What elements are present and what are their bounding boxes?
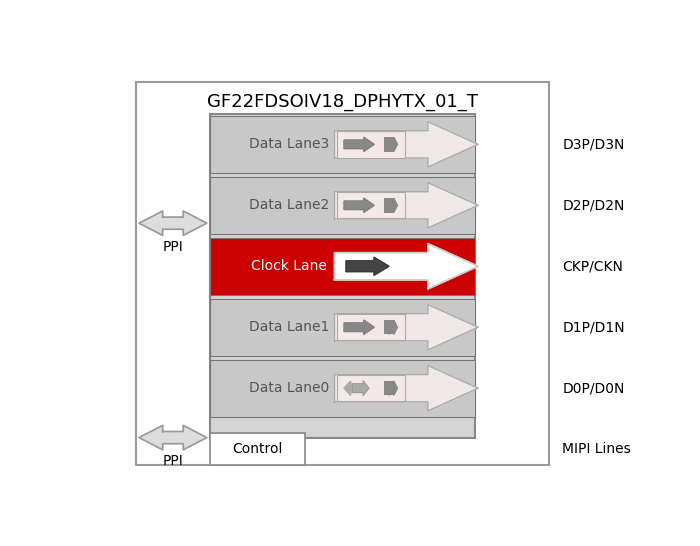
Polygon shape	[394, 198, 398, 212]
Polygon shape	[344, 137, 374, 152]
Bar	[209, 116, 475, 173]
Bar	[389, 198, 394, 212]
Text: D2P/D2N: D2P/D2N	[562, 198, 624, 212]
Text: Clock Lane: Clock Lane	[251, 259, 327, 273]
Text: Data Lane3: Data Lane3	[249, 138, 330, 151]
Bar	[337, 131, 405, 157]
Bar	[209, 360, 475, 417]
Polygon shape	[389, 137, 393, 152]
Bar	[209, 238, 475, 295]
Polygon shape	[335, 244, 478, 289]
Bar	[136, 82, 549, 465]
Bar	[389, 137, 394, 152]
Polygon shape	[344, 381, 360, 395]
Polygon shape	[389, 198, 393, 212]
Polygon shape	[344, 198, 374, 212]
Text: PPI: PPI	[162, 240, 183, 254]
Polygon shape	[335, 182, 478, 228]
Text: Data Lane2: Data Lane2	[249, 198, 330, 212]
Text: MIPI Lines: MIPI Lines	[562, 442, 631, 456]
Text: GF22FDSOIV18_DPHYTX_01_T: GF22FDSOIV18_DPHYTX_01_T	[207, 93, 478, 111]
Text: PPI: PPI	[162, 454, 183, 468]
Polygon shape	[389, 381, 393, 395]
Bar	[389, 381, 394, 395]
Text: Control: Control	[232, 442, 282, 456]
Text: Data Lane1: Data Lane1	[249, 321, 330, 334]
Polygon shape	[139, 425, 207, 450]
Polygon shape	[344, 320, 374, 335]
Polygon shape	[335, 122, 478, 167]
Polygon shape	[346, 257, 389, 275]
Bar	[209, 434, 304, 465]
Bar	[337, 375, 405, 401]
Text: Data Lane0: Data Lane0	[249, 381, 330, 395]
Polygon shape	[394, 320, 398, 335]
Bar	[209, 114, 475, 437]
Bar	[337, 192, 405, 218]
Bar	[384, 381, 389, 395]
Text: D1P/D1N: D1P/D1N	[562, 321, 625, 334]
Polygon shape	[394, 381, 398, 395]
Polygon shape	[394, 137, 398, 152]
Bar	[337, 314, 405, 340]
Text: D0P/D0N: D0P/D0N	[562, 381, 624, 395]
Bar	[384, 137, 389, 152]
Bar	[209, 177, 475, 234]
Text: D3P/D3N: D3P/D3N	[562, 138, 624, 151]
Bar	[384, 198, 389, 212]
Polygon shape	[352, 381, 369, 395]
Bar	[384, 320, 389, 335]
Text: CKP/CKN: CKP/CKN	[562, 259, 623, 273]
Bar	[389, 320, 394, 335]
Polygon shape	[389, 320, 393, 335]
Polygon shape	[139, 211, 207, 235]
Polygon shape	[335, 305, 478, 350]
Polygon shape	[335, 365, 478, 411]
Bar	[209, 299, 475, 355]
